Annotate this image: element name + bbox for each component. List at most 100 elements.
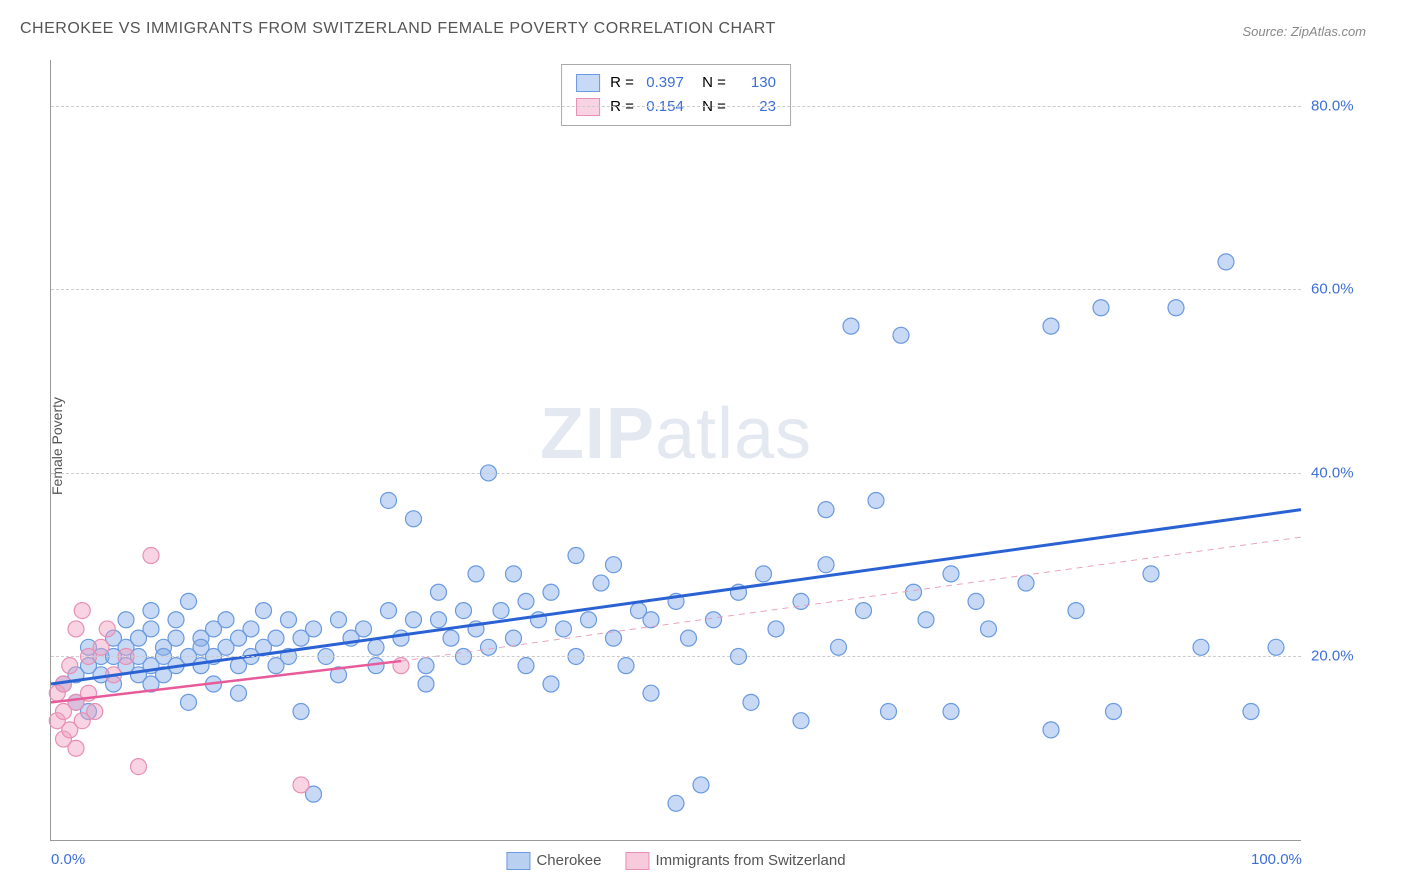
plot-area: R = 0.397 N = 130R = 0.154 N = 23 ZIPatl… <box>50 60 1301 841</box>
data-point <box>518 658 534 674</box>
data-point <box>68 621 84 637</box>
data-point <box>68 740 84 756</box>
data-point <box>293 777 309 793</box>
y-tick-label: 20.0% <box>1311 648 1371 665</box>
data-point <box>168 630 184 646</box>
data-point <box>581 612 597 628</box>
data-point <box>406 612 422 628</box>
data-point <box>756 566 772 582</box>
data-point <box>606 630 622 646</box>
series-legend: Cherokee Immigrants from Switzerland <box>506 852 845 870</box>
data-point <box>131 759 147 775</box>
data-point <box>431 612 447 628</box>
data-point <box>143 548 159 564</box>
data-point <box>643 685 659 701</box>
data-point <box>1193 639 1209 655</box>
data-point <box>518 593 534 609</box>
y-tick-label: 60.0% <box>1311 281 1371 298</box>
data-point <box>918 612 934 628</box>
legend-item: Cherokee <box>506 852 601 870</box>
legend-label: Cherokee <box>536 852 601 869</box>
data-point <box>62 658 78 674</box>
data-point <box>906 584 922 600</box>
data-point <box>481 639 497 655</box>
data-point <box>99 621 115 637</box>
data-point <box>368 639 384 655</box>
data-point <box>868 492 884 508</box>
data-point <box>1018 575 1034 591</box>
legend-item: Immigrants from Switzerland <box>625 852 845 870</box>
data-point <box>843 318 859 334</box>
data-point <box>93 639 109 655</box>
data-point <box>1106 704 1122 720</box>
legend-label: Immigrants from Switzerland <box>655 852 845 869</box>
legend-n-label: N = <box>694 95 726 119</box>
data-point <box>568 548 584 564</box>
data-point <box>893 327 909 343</box>
data-point <box>818 557 834 573</box>
data-point <box>1093 300 1109 316</box>
data-point <box>456 603 472 619</box>
data-point <box>87 704 103 720</box>
data-point <box>618 658 634 674</box>
data-point <box>881 704 897 720</box>
data-point <box>1043 722 1059 738</box>
data-point <box>681 630 697 646</box>
data-point <box>443 630 459 646</box>
data-point <box>181 694 197 710</box>
data-point <box>493 603 509 619</box>
chart-canvas <box>51 60 1301 840</box>
data-point <box>943 704 959 720</box>
data-point <box>506 630 522 646</box>
legend-swatch <box>576 98 600 116</box>
data-point <box>231 685 247 701</box>
data-point <box>1068 603 1084 619</box>
data-point <box>293 704 309 720</box>
data-point <box>431 584 447 600</box>
data-point <box>1268 639 1284 655</box>
data-point <box>331 612 347 628</box>
data-point <box>706 612 722 628</box>
data-point <box>143 603 159 619</box>
data-point <box>118 612 134 628</box>
data-point <box>1218 254 1234 270</box>
data-point <box>418 676 434 692</box>
data-point <box>543 676 559 692</box>
legend-n-label: N = <box>694 71 726 95</box>
source-attribution: Source: ZipAtlas.com <box>1242 24 1366 39</box>
y-tick-label: 80.0% <box>1311 97 1371 114</box>
data-point <box>143 621 159 637</box>
gridline <box>51 656 1301 657</box>
legend-r-label: R = <box>610 95 634 119</box>
data-point <box>381 492 397 508</box>
data-point <box>243 621 259 637</box>
gridline <box>51 289 1301 290</box>
data-point <box>381 603 397 619</box>
data-point <box>643 612 659 628</box>
legend-n-value: 130 <box>736 71 776 95</box>
data-point <box>818 502 834 518</box>
legend-row: R = 0.397 N = 130 <box>576 71 776 95</box>
data-point <box>856 603 872 619</box>
y-tick-label: 40.0% <box>1311 464 1371 481</box>
data-point <box>1168 300 1184 316</box>
chart-title: CHEROKEE VS IMMIGRANTS FROM SWITZERLAND … <box>20 20 776 38</box>
data-point <box>418 658 434 674</box>
legend-r-label: R = <box>610 71 634 95</box>
data-point <box>506 566 522 582</box>
data-point <box>168 612 184 628</box>
data-point <box>74 603 90 619</box>
legend-r-value: 0.397 <box>644 71 684 95</box>
data-point <box>1043 318 1059 334</box>
x-tick-label: 100.0% <box>1251 851 1302 868</box>
correlation-legend: R = 0.397 N = 130R = 0.154 N = 23 <box>561 64 791 126</box>
legend-row: R = 0.154 N = 23 <box>576 95 776 119</box>
data-point <box>606 557 622 573</box>
data-point <box>393 630 409 646</box>
data-point <box>668 795 684 811</box>
data-point <box>981 621 997 637</box>
data-point <box>1143 566 1159 582</box>
data-point <box>543 584 559 600</box>
data-point <box>831 639 847 655</box>
data-point <box>356 621 372 637</box>
